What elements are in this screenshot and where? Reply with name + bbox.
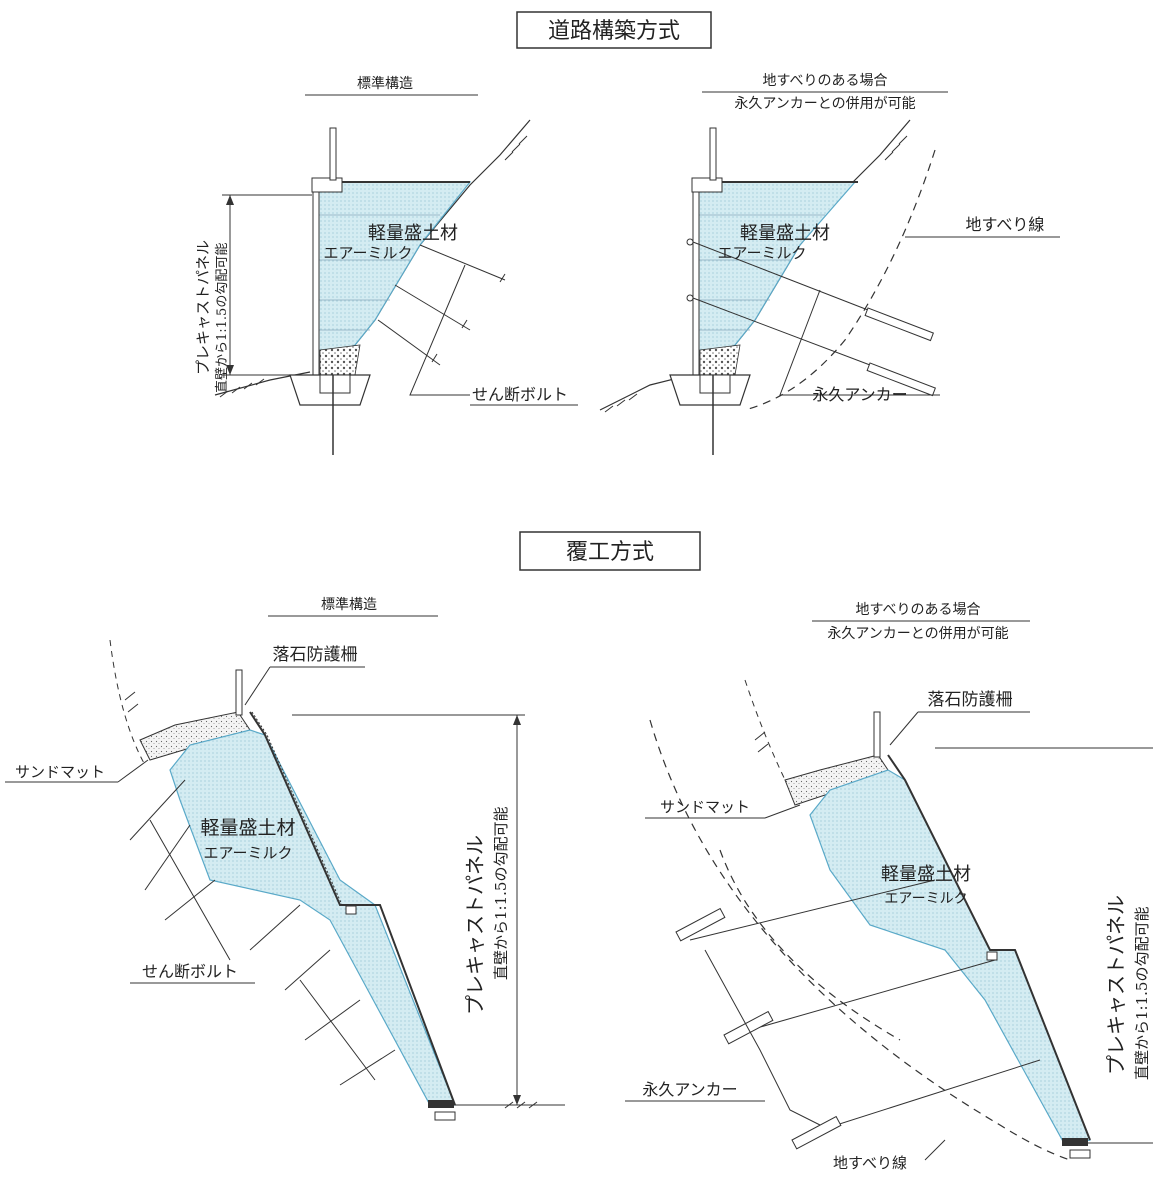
road-title: 道路構築方式 [548,19,680,44]
cover-ls-heading-1: 地すべりのある場合 [855,602,980,618]
road-ls-fill-label-2: エアーミルク [717,244,806,262]
cover-ls-fill-label-2: エアーミルク [884,891,967,907]
cover-ls-fence-label: 落石防護柵 [928,690,1013,710]
cover-ls-panel-label-1: プレキャストパネル [1104,895,1128,1075]
cover-std-fill-label-1: 軽量盛土材 [200,817,295,839]
cover-ls-heading-2: 永久アンカーとの併用が可能 [827,626,1008,642]
cover-ls-slip-label: 地すべり線 [833,1154,907,1172]
cover-std-fill-label-2: エアーミルク [203,844,292,862]
road-panel-label-1: プレキャストパネル [194,240,212,375]
road-bolt-label: せん断ボルト [472,385,568,404]
cover-ls-fill-label-1: 軽量盛土材 [881,864,971,885]
cover-title-box: 覆工方式 [519,531,701,571]
cover-std-fence-label: 落石防護柵 [273,645,358,665]
road-landslide-heading-2: 永久アンカーとの併用が可能 [734,96,915,112]
road-slip-line-label: 地すべり線 [966,215,1045,234]
road-standard-heading: 標準構造 [357,76,413,92]
road-ls-fill-label-1: 軽量盛土材 [740,223,830,244]
road-landslide-section: 地すべりのある場合 永久アンカーとの併用が可能 軽量盛土材 エアーミルク 地すべ [599,73,1060,455]
cover-std-sand-label: サンドマット [15,763,105,781]
road-standard-section: 標準構造 プレキャストパネル 直壁から1:1.5の勾配可能 [194,76,578,455]
cover-std-panel-label-2: 直壁から1:1.5の勾配可能 [492,807,510,980]
road-std-fill-label-2: エアーミルク [323,244,412,262]
cover-landslide-section: 地すべりのある場合 永久アンカーとの併用が可能 落石防護柵 サンドマット [625,602,1153,1172]
cover-std-panel-label-1: プレキャストパネル [463,835,487,1015]
road-title-box: 道路構築方式 [516,11,712,49]
cover-ls-panel-label-2: 直壁から1:1.5の勾配可能 [1133,907,1151,1080]
cover-ls-sand-label: サンドマット [660,798,750,816]
cover-title: 覆工方式 [566,540,654,565]
road-landslide-heading-1: 地すべりのある場合 [762,73,887,89]
road-anchor-label: 永久アンカー [812,385,907,404]
road-panel-label-2: 直壁から1:1.5の勾配可能 [215,243,230,393]
cover-std-bolt-label: せん断ボルト [142,962,238,981]
cover-standard-section: 標準構造 落石防護柵 サンドマット プレキャストパネル 直壁から1:1.5の勾配… [5,597,565,1121]
cover-ls-anchor-label: 永久アンカー [642,1080,737,1099]
cover-std-heading: 標準構造 [321,597,377,613]
road-std-fill-label-1: 軽量盛土材 [368,223,458,244]
